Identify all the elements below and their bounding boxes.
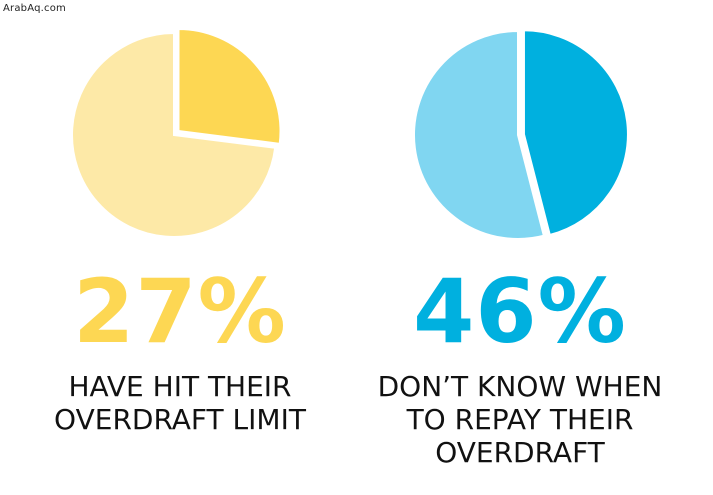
stat-caption: DON’T KNOW WHEN TO REPAY THEIR OVERDRAFT — [377, 370, 663, 469]
pie-slice-1 — [522, 29, 629, 237]
pie-slice-1 — [177, 28, 282, 145]
pie-slice-2 — [71, 31, 277, 238]
stat-caption: HAVE HIT THEIR OVERDRAFT LIMIT — [54, 370, 306, 436]
stat-panel-overdraft-limit: 27% HAVE HIT THEIR OVERDRAFT LIMIT — [30, 260, 330, 437]
stat-panel-repay-unknown: 46% DON’T KNOW WHEN TO REPAY THEIR OVERD… — [375, 260, 665, 470]
pie-slice-2 — [413, 29, 546, 240]
pie-chart-repay-unknown — [413, 29, 629, 240]
percentage-label: 46% — [413, 260, 627, 363]
pie-chart-overdraft-limit — [71, 28, 282, 238]
pie-charts — [71, 28, 629, 240]
percentage-label: 27% — [73, 260, 287, 363]
watermark-text: ArabAq.com — [3, 3, 66, 14]
